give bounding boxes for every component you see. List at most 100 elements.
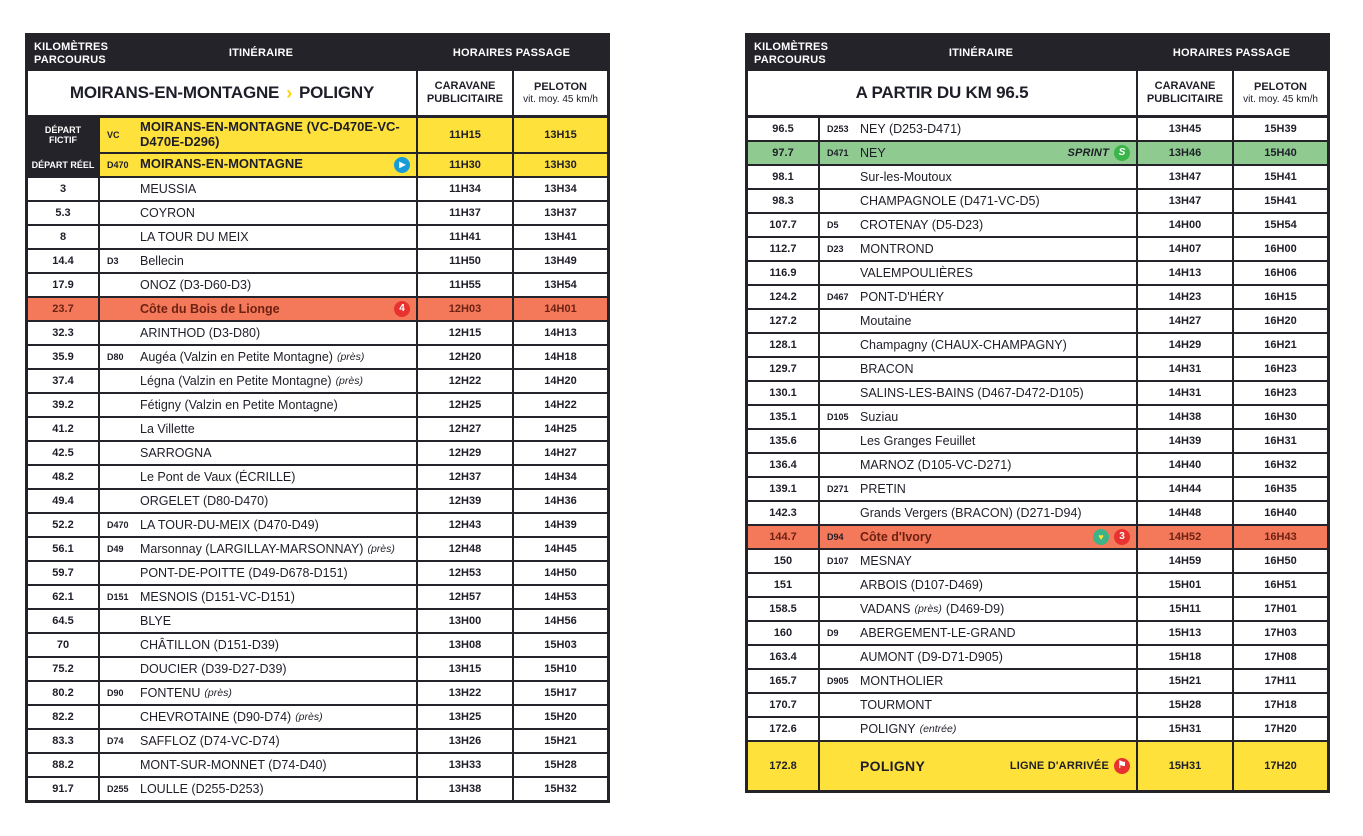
proximity-note: (près)	[204, 686, 232, 699]
place-name: POLIGNY	[860, 721, 916, 736]
table-row: 42.5 SARROGNA 12H29 14H27	[28, 441, 607, 466]
itinerary-cell: DOUCIER (D39-D27-D39)	[100, 657, 418, 680]
row-badges: SPRINT S	[1061, 145, 1130, 161]
itinerary-cell: D90 FONTENU (près)	[100, 681, 418, 704]
itinerary-cell: Grands Vergers (BRACON) (D271-D94)	[820, 502, 1138, 524]
itinerary-cell: Côte du Bois de Lionge 4	[100, 297, 418, 320]
caravane-time: 13H22	[418, 681, 514, 704]
table-row: 75.2 DOUCIER (D39-D27-D39) 13H15 15H10	[28, 657, 607, 682]
km-value: 3	[28, 177, 100, 200]
place-name: Le Pont de Vaux (ÉCRILLE)	[140, 469, 296, 484]
km-value: 42.5	[28, 441, 100, 464]
itinerary-cell: Fétigny (Valzin en Petite Montagne)	[100, 393, 418, 416]
caravane-time: 13H45	[1138, 118, 1234, 140]
caravane-time: 14H13	[1138, 262, 1234, 284]
table-row: 139.1 D271 PRETIN 14H44 16H35	[748, 478, 1327, 502]
peloton-time: 17H11	[1264, 675, 1297, 687]
caravane-time: 13H15	[418, 657, 514, 680]
peloton-time: 14H39	[544, 518, 577, 531]
km-value: 32.3	[28, 321, 100, 344]
peloton-time: 13H30	[544, 158, 577, 171]
place-name: FONTENU	[140, 685, 201, 700]
km-value: 144.7	[748, 526, 820, 548]
table-row: 107.7 D5 CROTENAY (D5-D23) 14H00 15H54	[748, 214, 1327, 238]
km-value: 151	[748, 574, 820, 596]
road-number: D470	[107, 519, 129, 530]
caravane-time: 13H38	[418, 777, 514, 800]
place-name: VADANS	[860, 601, 911, 616]
itinerary-cell: ONOZ (D3-D60-D3)	[100, 273, 418, 296]
peloton-time: 14H34	[544, 470, 577, 483]
table-row: 41.2 La Villette 12H27 14H25	[28, 417, 607, 442]
caravane-time: 12H53	[418, 561, 514, 584]
column-header-horaires: HORAIRES PASSAGE	[452, 47, 571, 60]
itinerary-cell: ORGELET (D80-D470)	[100, 489, 418, 512]
km-value: 56.1	[28, 537, 100, 560]
itinerary-cell: SALINS-LES-BAINS (D467-D472-D105)	[820, 382, 1138, 404]
place-name: Bellecin	[140, 253, 184, 268]
itinerary-cell: D905 MONTHOLIER	[820, 670, 1138, 692]
caravane-time: 14H23	[1138, 286, 1234, 308]
km-value: 8	[28, 225, 100, 248]
place-name: ARINTHOD (D3-D80)	[140, 325, 261, 340]
caravane-time: 14H40	[1138, 454, 1234, 476]
place-name: LA TOUR-DU-MEIX (D470-D49)	[140, 517, 319, 532]
peloton-label: PELOTON	[1254, 80, 1307, 93]
caravane-time: 13H00	[418, 609, 514, 632]
table-row: 127.2 Moutaine 14H27 16H20	[748, 310, 1327, 334]
km-value: 135.1	[748, 406, 820, 428]
place-name: SALINS-LES-BAINS (D467-D472-D105)	[860, 385, 1084, 400]
peloton-time: 16H31	[1264, 435, 1297, 447]
peloton-time: 15H20	[544, 710, 577, 723]
road-number: D107	[827, 556, 849, 566]
place-name: Côte du Bois de Lionge	[140, 301, 280, 316]
place-name: Légna (Valzin en Petite Montagne)	[140, 373, 332, 388]
peloton-time: 16H23	[1264, 363, 1297, 375]
peloton-time: 15H28	[544, 758, 577, 771]
peloton-time: 14H25	[544, 422, 577, 435]
place-name: ARBOIS (D107-D469)	[860, 577, 983, 592]
itinerary-table-first-half: KILOMÈTRES PARCOURUS ITINÉRAIRE HORAIRES…	[25, 33, 610, 803]
table-row: 82.2 CHEVROTAINE (D90-D74) (près) 13H25 15H2…	[28, 705, 607, 730]
itinerary-cell: D80 Augéa (Valzin en Petite Montagne) (prè…	[100, 345, 418, 368]
table-row: 142.3 Grands Vergers (BRACON) (D271-D94) 1…	[748, 502, 1327, 526]
table-row: 128.1 Champagny (CHAUX-CHAMPAGNY) 14H29 16H…	[748, 334, 1327, 358]
column-header-kilometres: KILOMÈTRES PARCOURUS	[754, 41, 829, 66]
peloton-speed-note: vit. moy. 45 km/h	[1243, 93, 1318, 105]
row-badges: ▶	[388, 156, 410, 173]
km-value: 128.1	[748, 334, 820, 356]
caravane-time: 13H33	[418, 753, 514, 776]
km-value: 49.4	[28, 489, 100, 512]
itinerary-cell: D255 LOULLE (D255-D253)	[100, 777, 418, 800]
km-value: 129.7	[748, 358, 820, 380]
place-name: ONOZ (D3-D60-D3)	[140, 277, 252, 292]
peloton-time: 16H06	[1264, 267, 1297, 279]
caravane-time: 15H18	[1138, 646, 1234, 668]
table-row: 62.1 D151 MESNOIS (D151-VC-D151) 12H57 14H53	[28, 585, 607, 610]
place-name: Augéa (Valzin en Petite Montagne)	[140, 349, 333, 364]
table-row: 160 D9 ABERGEMENT-LE-GRAND 15H13 17H03	[748, 622, 1327, 646]
itinerary-cell: AUMONT (D9-D71-D905)	[820, 646, 1138, 668]
place-name: CHAMPAGNOLE (D471-VC-D5)	[860, 193, 1040, 208]
place-name: MOIRANS-EN-MONTAGNE (VC-D470E-VC-D470E-D…	[140, 119, 400, 149]
caravane-time: 12H29	[418, 441, 514, 464]
table-row: 14.4 D3 Bellecin 11H50 13H49	[28, 249, 607, 274]
place-name: LOULLE (D255-D253)	[140, 781, 264, 796]
table-subheader: A PARTIR DU KM 96.5 CARAVANE PUBLICITAIR…	[748, 71, 1327, 118]
peloton-time: 14H18	[544, 350, 577, 363]
km-value: 127.2	[748, 310, 820, 332]
km-value: 83.3	[28, 729, 100, 752]
table-row: DÉPART RÉEL D470 MOIRANS-EN-MONTAGNE ▶ 11H30…	[28, 153, 607, 178]
place-name: Marsonnay (LARGILLAY-MARSONNAY)	[140, 541, 364, 556]
table-row: 98.3 CHAMPAGNOLE (D471-VC-D5) 13H47 15H41	[748, 190, 1327, 214]
table-header: KILOMÈTRES PARCOURUS ITINÉRAIRE HORAIRES…	[28, 36, 607, 71]
road-number: D80	[107, 351, 124, 362]
place-name: Grands Vergers (BRACON) (D271-D94)	[860, 505, 1082, 520]
km-value: 96.5	[748, 118, 820, 140]
km-value: 48.2	[28, 465, 100, 488]
itinerary-cell: Moutaine	[820, 310, 1138, 332]
itinerary-cell: VADANS (près) (D469-D9)	[820, 598, 1138, 620]
peloton-time: 14H22	[544, 398, 577, 411]
peloton-time: 15H03	[544, 638, 577, 651]
caravane-time: 13H25	[418, 705, 514, 728]
